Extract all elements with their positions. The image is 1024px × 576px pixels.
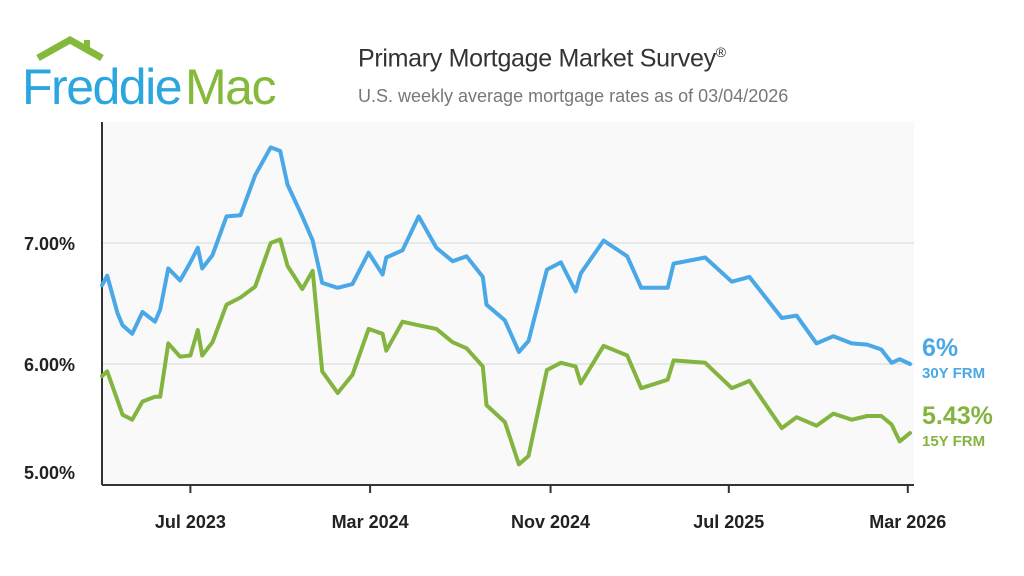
- freddie-mac-logo: FreddieMac: [22, 36, 277, 115]
- chart-title: Primary Mortgage Market Survey®: [358, 44, 726, 73]
- registered-mark: ®: [715, 44, 726, 60]
- logo-text-mac: Mac: [185, 59, 275, 115]
- y-tick-label: 5.00%: [24, 463, 75, 483]
- end-label-15y-value: 5.43%: [922, 402, 993, 430]
- svg-text:FreddieMac: FreddieMac: [22, 59, 275, 115]
- series-line-15y-frm: [100, 237, 912, 467]
- y-tick-label: 6.00%: [24, 355, 75, 375]
- x-tick-label: Mar 2026: [869, 512, 946, 532]
- end-label-15y-name: 15Y FRM: [922, 433, 986, 450]
- series-line-30y-frm: [100, 145, 912, 366]
- end-label-30y-name: 30Y FRM: [922, 365, 986, 382]
- x-tick-label: Jul 2025: [693, 512, 764, 532]
- x-tick-label: Jul 2023: [155, 512, 226, 532]
- house-roof-icon: [36, 36, 104, 62]
- title-text: Primary Mortgage Market Survey: [358, 44, 716, 73]
- logo-text-freddie: Freddie: [22, 59, 181, 115]
- end-label-30y-value: 6%: [922, 334, 959, 362]
- x-tick-label: Mar 2024: [332, 512, 409, 532]
- x-tick-label: Nov 2024: [511, 512, 590, 532]
- chart-subtitle: U.S. weekly average mortgage rates as of…: [358, 86, 789, 106]
- y-tick-label: 7.00%: [24, 234, 75, 254]
